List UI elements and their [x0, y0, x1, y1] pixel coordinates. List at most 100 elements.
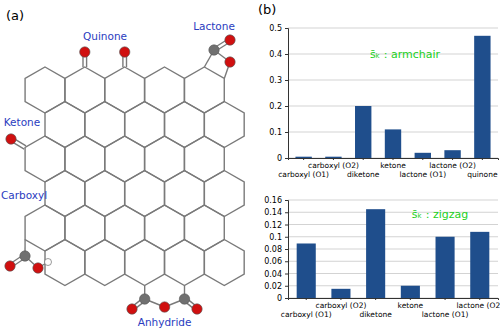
y-tick: 0: [277, 294, 288, 303]
grid-line: [288, 285, 498, 286]
x-tick-label: lactone (O2): [456, 301, 500, 310]
hexagon: [165, 171, 205, 217]
y-axis: 00.020.040.060.080.10.120.140.16: [264, 196, 288, 303]
x-tick-mark: [452, 158, 453, 160]
bar: [401, 286, 420, 298]
bar: [385, 129, 401, 158]
grid-line: [288, 249, 498, 250]
y-tick: 0.1: [269, 128, 288, 137]
y-axis-line: [285, 29, 289, 159]
hexagon: [125, 240, 165, 286]
x-tick: quinone: [467, 158, 498, 179]
y-tick-label: 0: [277, 294, 282, 303]
y-tick-label: 0.14: [264, 208, 282, 217]
y-tick-mark: [285, 249, 288, 250]
chart: 00.10.20.30.40.5carboxyl (O1)carboxyl (O…: [269, 24, 498, 179]
y-tick: 0.3: [269, 76, 288, 85]
bar: [366, 209, 385, 298]
hexagon: [45, 171, 85, 217]
x-tick: ketone: [398, 298, 424, 310]
x-tick-mark: [303, 158, 304, 160]
y-tick-mark: [285, 132, 288, 133]
lattice: [25, 67, 244, 286]
y-tick-mark: [285, 28, 288, 29]
y-tick-label: 0.5: [269, 24, 282, 33]
oxygen-atom: [6, 134, 16, 144]
y-tick: 0.14: [264, 208, 288, 217]
atoms: [5, 35, 235, 314]
grid-line: [288, 28, 498, 29]
x-tick-mark: [393, 158, 394, 160]
y-tick: 0.16: [264, 196, 288, 205]
hexagon: [105, 67, 145, 113]
chart: 00.020.040.060.080.10.120.140.16carboxyl…: [264, 196, 500, 319]
x-tick-mark: [340, 298, 341, 300]
x-tick-mark: [333, 158, 334, 160]
x-tick: diketone: [347, 158, 380, 179]
y-tick-mark: [285, 80, 288, 81]
x-tick-mark: [422, 158, 423, 160]
hexagon: [65, 205, 105, 251]
hexagon: [204, 102, 244, 148]
y-tick-mark: [285, 274, 288, 275]
x-tick: lactone (O2): [429, 158, 476, 170]
grid: [288, 200, 498, 298]
y-tick-label: 0.04: [264, 270, 282, 279]
bars: [297, 209, 490, 298]
group-label: Anhydride: [138, 316, 192, 328]
hexagon: [45, 240, 85, 286]
grid-line: [288, 80, 498, 81]
oxygen-atom: [127, 304, 137, 314]
diagram: QuinoneLactoneKetoneCarboxylAnhydride: [1, 20, 244, 328]
x-tick-label: diketone: [359, 310, 392, 319]
hexagon: [204, 240, 244, 286]
grid: [288, 28, 498, 158]
x-tick-mark: [479, 298, 480, 300]
figure: (a)(b)QuinoneLactoneKetoneCarboxylAnhydr…: [0, 0, 500, 333]
x-tick-mark: [410, 298, 411, 300]
y-tick-label: 0.2: [269, 102, 282, 111]
y-tick: 0.12: [264, 221, 288, 230]
y-tick-label: 0.06: [264, 257, 282, 266]
carbon-atom: [20, 251, 30, 261]
hexagon: [145, 67, 185, 113]
y-axis: 00.10.20.30.40.5: [269, 24, 288, 163]
oxygen-atom: [159, 302, 169, 312]
x-tick: diketone: [359, 298, 392, 319]
y-tick-mark: [285, 286, 288, 287]
y-tick-mark: [285, 200, 288, 201]
y-tick: 0.08: [264, 245, 288, 254]
panel-label: (b): [258, 2, 276, 17]
hexagon: [165, 240, 205, 286]
bar: [331, 289, 350, 298]
y-tick-mark: [285, 237, 288, 238]
x-tick-label: lactone (O1): [422, 310, 469, 319]
x-axis-line: [289, 159, 499, 161]
y-tick-mark: [285, 298, 288, 299]
x-tick-label: lactone (O2): [429, 161, 476, 170]
oxygen-atom: [192, 304, 202, 314]
annotation: s̄ₖ : zigzag: [412, 208, 468, 221]
hexagon: [184, 136, 224, 182]
y-tick-mark: [285, 225, 288, 226]
hexagon: [165, 102, 205, 148]
hexagon: [105, 205, 145, 251]
hexagon: [85, 240, 125, 286]
grid-line: [288, 273, 498, 274]
y-tick-label: 0.08: [264, 245, 282, 254]
x-tick-label: diketone: [347, 170, 380, 179]
y-tick: 0.02: [264, 282, 288, 291]
y-tick: 0.04: [264, 270, 288, 279]
carbon-atom: [209, 45, 219, 55]
y-tick-label: 0.02: [264, 282, 282, 291]
y-tick-label: 0.1: [269, 128, 282, 137]
annotation: s̄ₖ : armchair: [370, 48, 441, 61]
bar: [436, 237, 455, 298]
group-label: Ketone: [4, 116, 40, 128]
carbon-atom: [179, 294, 189, 304]
oxygen-atom: [225, 35, 235, 45]
bar: [355, 106, 371, 158]
oxygen-atom: [120, 47, 130, 57]
y-tick: 0.5: [269, 24, 288, 33]
x-tick-mark: [482, 158, 483, 160]
